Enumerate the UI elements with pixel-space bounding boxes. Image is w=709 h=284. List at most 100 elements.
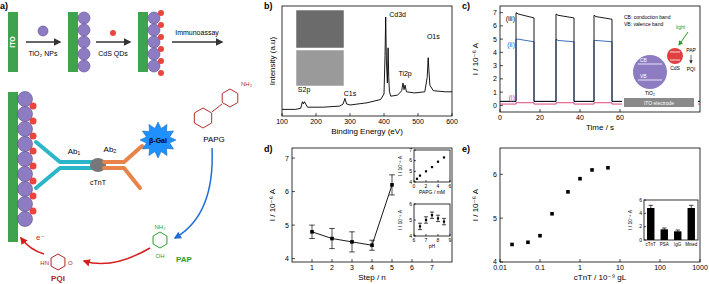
x-tick xyxy=(316,113,317,116)
tio2-particle xyxy=(78,60,90,72)
plot-frame xyxy=(644,200,698,240)
y-tick-label: 6 xyxy=(493,22,497,29)
error-cap xyxy=(369,250,375,251)
cds-qd xyxy=(158,22,164,28)
x-tick xyxy=(438,234,439,236)
tio2-particle xyxy=(18,212,33,227)
error-bar xyxy=(677,230,678,233)
error-cap xyxy=(309,225,315,226)
chart: 020406001234567Time / sI / 10⁻⁶ A(i)(ii)… xyxy=(462,1,700,132)
x-tick xyxy=(312,259,313,262)
y-tick xyxy=(500,92,503,93)
point xyxy=(437,161,439,163)
x-tick-label: 600 xyxy=(446,118,458,125)
light-arrow xyxy=(679,32,688,45)
peak-label: O1s xyxy=(427,33,440,40)
y-tick-label: 6 xyxy=(285,188,289,195)
antibody-label: Ab₂ xyxy=(104,145,117,154)
sem-image xyxy=(296,10,344,48)
point xyxy=(419,175,421,177)
error-cap xyxy=(676,232,680,233)
cds-qd xyxy=(158,70,164,76)
plot-frame xyxy=(500,6,700,112)
error-cap xyxy=(442,218,446,219)
step-label: Immunoassay xyxy=(175,29,219,37)
x-tick xyxy=(392,259,393,262)
x-tick-label: 7 xyxy=(430,264,434,271)
point xyxy=(443,221,445,223)
x-tick xyxy=(372,259,373,262)
inset-label: VB: valence band xyxy=(624,21,663,27)
point xyxy=(310,230,314,234)
x-tick xyxy=(438,180,439,182)
series-label: (iii) xyxy=(506,15,515,23)
x-tick xyxy=(500,259,501,262)
y-tick-label: 6 xyxy=(639,197,642,203)
y-tick xyxy=(292,225,295,226)
x-tick xyxy=(412,259,413,262)
x-tick xyxy=(452,113,453,116)
inset-cds xyxy=(667,48,683,64)
error-cap xyxy=(430,218,434,219)
antigen-label: cTnT xyxy=(90,179,107,186)
error-cap xyxy=(418,223,422,224)
x-tick-label: 2 xyxy=(330,264,334,271)
bar xyxy=(674,231,681,240)
x-tick-label: 1 xyxy=(578,264,582,271)
x-tick xyxy=(350,113,351,116)
x-axis-label: Binding Energy (eV) xyxy=(331,127,403,136)
ito-electrode xyxy=(8,12,18,72)
category-label: IgG xyxy=(674,242,682,247)
x-axis-label: Time / s xyxy=(586,123,614,132)
y-tick-label: 2 xyxy=(639,223,642,229)
x-tick-label: 100 xyxy=(654,264,666,271)
category-label: cTnT xyxy=(646,242,657,247)
tio2-particle xyxy=(38,26,48,36)
cds-qd xyxy=(158,34,164,40)
cds-qd xyxy=(30,103,37,110)
error-cap xyxy=(349,231,355,232)
x-tick xyxy=(384,113,385,116)
x-tick xyxy=(580,259,581,262)
chart: 0246cTnTPSAIgGMixedI / 10⁻⁶ A xyxy=(627,197,698,247)
category-label: Mixed xyxy=(685,242,698,247)
point xyxy=(550,212,554,216)
error-cap xyxy=(424,216,428,217)
y-tick xyxy=(414,220,416,221)
y-tick-label: 7 xyxy=(285,155,289,162)
x-tick-label: 40 xyxy=(576,114,584,121)
pap-ring xyxy=(153,232,167,248)
error-cap xyxy=(424,223,428,224)
point xyxy=(419,225,421,227)
x-tick-label: 200 xyxy=(310,118,322,125)
point xyxy=(510,243,514,247)
point xyxy=(578,177,582,181)
figure: a)ITOTiO₂ NPsCdS QDsImmunoassayAb₁cTnTAb… xyxy=(0,0,709,284)
inset-label: TiO₂ xyxy=(645,90,655,96)
x-tick-label: 500 xyxy=(412,118,424,125)
point xyxy=(606,166,610,170)
error-cap xyxy=(436,215,440,216)
sugar-ring xyxy=(194,108,211,128)
bar xyxy=(661,229,668,240)
plot-frame xyxy=(414,204,450,236)
y-axis-label: I / 10⁻⁶ A xyxy=(397,209,403,230)
antibody-label: Ab₁ xyxy=(68,147,81,156)
arrow xyxy=(96,41,130,43)
error-cap xyxy=(662,230,666,231)
x-tick-label: 3 xyxy=(350,264,354,271)
x-tick-label: 20 xyxy=(536,114,544,121)
electron-label: e⁻ xyxy=(36,233,45,242)
ito-electrode xyxy=(68,12,78,72)
electrode-label: ITO xyxy=(9,36,16,48)
x-tick-label: 4 xyxy=(370,264,374,271)
y-axis-label: I / 10⁻⁶ A xyxy=(471,188,480,221)
chart: 0.010.11101001000456cTnT / 10⁻⁹ gLI / 10… xyxy=(462,144,708,282)
y-tick xyxy=(500,25,503,26)
cds-qd xyxy=(30,133,37,140)
series-label: (ii) xyxy=(507,41,515,49)
data-area xyxy=(416,156,445,180)
peak-label: S2p xyxy=(298,86,311,94)
cds-qd xyxy=(158,58,164,64)
benzene-ring xyxy=(222,89,238,107)
